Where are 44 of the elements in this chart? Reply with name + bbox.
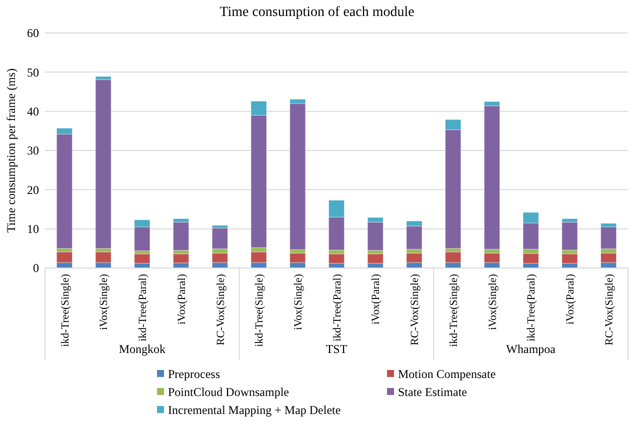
bar [95,79,112,249]
bar [522,253,539,264]
x-tick-label: RC-Vox(Single) [603,274,616,346]
bar [367,254,384,264]
y-tick-label: 10 [27,222,39,236]
text: Mongkok [118,342,166,356]
text: TST [326,342,348,356]
bar [134,254,150,264]
text: Whampoa [506,342,556,356]
x-tick-label: ikd-Tree(Single) [448,274,460,347]
x-tick-label: ikd-Tree(Single) [59,274,72,347]
y-tick-label: 0 [33,261,39,276]
x-tick-label: iVox(Single) [486,274,499,330]
x-tick-label: iVox(Paral) [564,274,577,325]
legend-label: PointCloud Downsample [168,385,290,400]
bar [562,254,578,264]
x-tick-label: RC-Vox(Single) [214,274,227,346]
legend-label: Motion Compensate [398,367,496,382]
y-tick-label: 30 [27,144,39,158]
bar [173,222,190,251]
y-tick-label: 60 [27,26,39,40]
bar [212,228,228,250]
bar [290,103,306,250]
x-tick-label: ikd-Tree(Paral) [331,274,344,342]
legend-label: State Estimate [398,385,467,400]
bar [328,254,345,264]
legend-label: Incremental Mapping + Map Delete [168,403,341,418]
legend-label: Preprocess [168,367,220,382]
y-tick-label: 40 [27,104,39,119]
chart-title: Time consumption of each module [220,5,414,20]
x-tick-label: ikd-Tree(Single) [254,274,266,347]
x-tick-label: iVox(Single) [98,274,110,330]
x-tick-label: RC-Vox(Single) [409,274,422,346]
y-axis-title: Time consumption per frame (ms) [4,68,18,233]
x-tick-label: iVox(Paral) [370,274,382,325]
x-tick-label: iVox(Single) [292,274,304,330]
bar [600,226,617,250]
x-tick-label: ikd-Tree(Paral) [137,274,150,342]
bar [562,222,578,250]
x-tick-label: ikd-Tree(Paral) [526,274,538,342]
y-tick-label: 50 [27,65,39,80]
y-tick-label: 20 [27,182,39,197]
x-tick-label: iVox(Paral) [176,274,188,325]
bar [173,254,190,264]
